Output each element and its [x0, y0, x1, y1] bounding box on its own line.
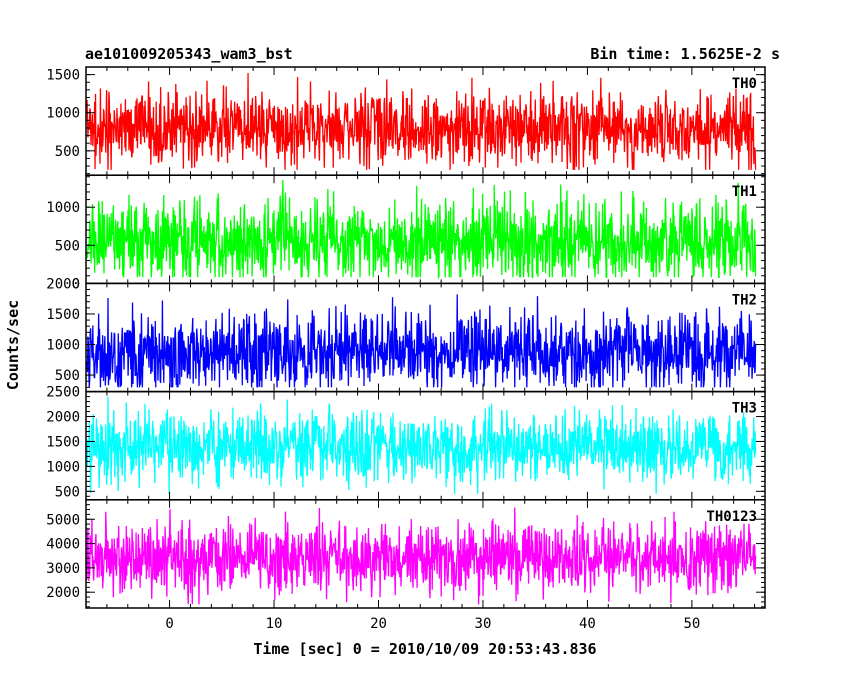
y-tick-label: 500 [55, 144, 80, 160]
chart-title-left: ae101009205343_wam3_bst [85, 45, 293, 63]
y-tick-label: 1500 [46, 434, 80, 450]
y-tick-label: 5000 [46, 512, 80, 528]
y-tick-label: 3000 [46, 561, 80, 577]
series-th2-line [86, 294, 757, 388]
y-tick-label: 1000 [46, 200, 80, 216]
series-th1-line [86, 180, 757, 280]
panel-label: TH0 [732, 76, 757, 92]
panel-th2: 500 1000 1500 2000 TH2 [46, 276, 766, 393]
y-tick-label: 1000 [46, 338, 80, 354]
y-tick-label: 4000 [46, 537, 80, 553]
panel-label: TH2 [732, 292, 757, 308]
panel-th0: 500 1000 1500 TH0 [46, 66, 766, 176]
y-tick-label: 500 [55, 238, 80, 254]
x-tick-labels: 0 10 20 30 40 50 [165, 616, 700, 632]
panel-label: TH1 [732, 184, 757, 200]
series-th0-line [86, 72, 757, 170]
panel-th1: 0 500 1000 TH1 [46, 174, 766, 292]
series-th0123-line [86, 507, 757, 605]
y-tick-label: 2500 [46, 385, 80, 401]
y-tick-label: 1500 [46, 307, 80, 323]
x-tick-label: 30 [475, 616, 492, 632]
chart-title-right: Bin time: 1.5625E-2 s [590, 45, 780, 63]
panel-frame [85, 499, 766, 609]
y-tick-label: 1000 [46, 459, 80, 475]
panel-th3: 500 1000 1500 2000 2500 TH3 [46, 385, 766, 501]
panel-label: TH3 [732, 401, 757, 417]
x-axis-label: Time [sec] 0 = 2010/10/09 20:53:43.836 [253, 640, 596, 658]
y-tick-label: 2000 [46, 410, 80, 426]
x-tick-label: 10 [266, 616, 283, 632]
y-tick-label: 500 [55, 484, 80, 500]
y-axis-label: Counts/sec [4, 300, 22, 390]
y-tick-label: 0 [72, 276, 80, 292]
panel-label: TH0123 [706, 509, 757, 525]
y-tick-label: 2000 [46, 585, 80, 601]
y-tick-label: 1000 [46, 106, 80, 122]
panels-group: 500 1000 1500 TH0 0 500 1000 TH1 500 1000 1500 2000… [46, 66, 766, 609]
x-tick-label: 40 [579, 616, 596, 632]
y-tick-label: 2000 [46, 276, 80, 292]
y-tick-label: 1500 [46, 68, 80, 84]
y-tick-label: 500 [55, 368, 80, 384]
series-th3-line [86, 396, 757, 494]
x-tick-label: 20 [370, 616, 387, 632]
x-tick-label: 0 [165, 616, 173, 632]
panel-th0123: 2000 3000 4000 5000 TH0123 [46, 499, 766, 609]
x-tick-label: 50 [683, 616, 700, 632]
